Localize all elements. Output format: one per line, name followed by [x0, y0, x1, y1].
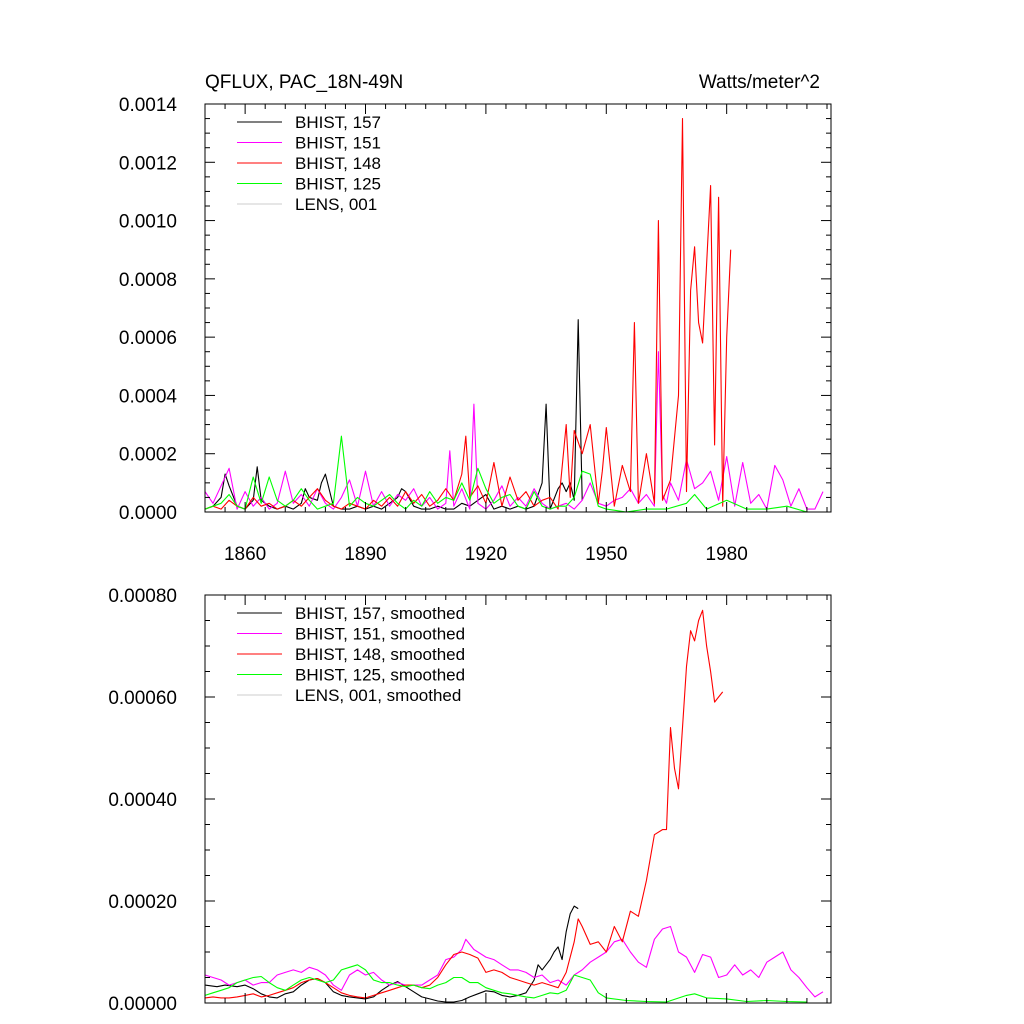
y-tick-label: 0.0006: [119, 328, 177, 349]
y-tick-label: 0.0000: [119, 503, 177, 524]
series-line: [204, 964, 807, 1003]
y-tick-label: 0.0010: [119, 212, 177, 233]
x-tick-label: 1920: [465, 544, 507, 565]
y-tick-label: 0.0004: [119, 386, 178, 407]
top-axes: 0.0000 0.0002 0.0004 0.0006 0.0008 0.0010 0.00…: [119, 95, 831, 565]
y-tick-label: 0.00020: [108, 892, 177, 913]
chart-title: QFLUX, PAC_18N-49N: [205, 72, 403, 93]
legend-label: BHIST, 151, smoothed: [295, 625, 465, 644]
legend-label: BHIST, 148: [295, 154, 381, 173]
legend-label: BHIST, 157: [295, 113, 381, 132]
legend-label: LENS, 001, smoothed: [295, 686, 461, 705]
legend-label: LENS, 001: [295, 195, 377, 214]
units-label: Watts/meter^2: [699, 72, 820, 93]
bottom-panel: 0.00000 0.00020 0.00040 0.00060 0.00080 BHIS…: [108, 586, 832, 1015]
x-tick-label: 1980: [706, 544, 748, 565]
y-tick-label: 0.00060: [108, 688, 177, 709]
series-line: [204, 319, 583, 510]
bottom-series-group: [204, 609, 824, 1003]
legend-label: BHIST, 148, smoothed: [295, 645, 465, 664]
y-tick-label: 0.0014: [119, 95, 178, 116]
series-line: [204, 118, 732, 510]
legend-label: BHIST, 157, smoothed: [295, 604, 465, 623]
x-tick-label: 1860: [224, 544, 266, 565]
y-tick-label: 0.00040: [108, 790, 177, 811]
bottom-axes: 0.00000 0.00020 0.00040 0.00060 0.00080: [108, 586, 831, 1015]
series-line: [204, 351, 824, 510]
series-line: [204, 925, 824, 998]
top-panel: QFLUX, PAC_18N-49N Watts/meter^2 0.00000…: [119, 72, 832, 565]
series-line: [204, 609, 724, 999]
y-tick-label: 0.0012: [119, 153, 177, 174]
bottom-legend: BHIST, 157, smoothed BHIST, 151, smoothed…: [237, 604, 465, 705]
y-tick-label: 0.00000: [108, 994, 177, 1015]
y-tick-label: 0.0002: [119, 445, 177, 466]
top-plot-frame: [204, 103, 832, 513]
legend-label: BHIST, 125, smoothed: [295, 666, 465, 685]
y-tick-label: 0.00080: [108, 586, 177, 607]
bottom-plot-frame: [204, 594, 832, 1004]
series-line: [204, 905, 579, 1003]
y-tick-label: 0.0008: [119, 270, 177, 291]
x-tick-label: 1950: [585, 544, 627, 565]
x-tick-label: 1890: [344, 544, 386, 565]
legend-label: BHIST, 151: [295, 134, 381, 153]
legend-label: BHIST, 125: [295, 175, 381, 194]
